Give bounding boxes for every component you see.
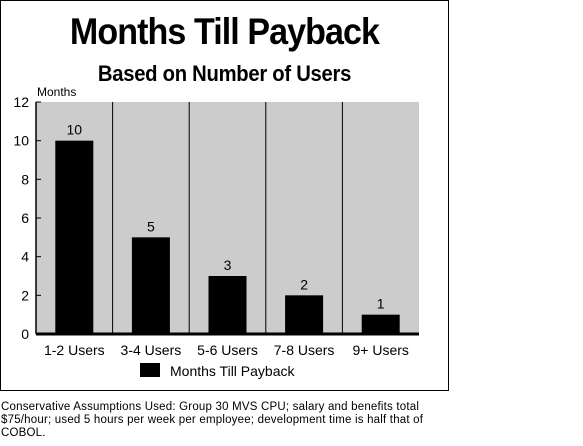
data-label: 5: [147, 218, 155, 234]
bar: [208, 276, 247, 334]
legend-label: Months Till Payback: [170, 363, 295, 379]
x-tick-label: 7-8 Users: [274, 342, 335, 358]
axes: [35, 101, 419, 336]
y-tick-label: 0: [21, 326, 29, 342]
data-label: 2: [300, 276, 308, 292]
y-tick-label: 4: [21, 249, 29, 265]
data-label: 1: [377, 296, 385, 312]
data-labels: 10 5 3 2 1: [67, 122, 385, 312]
chart-title: Months Till Payback: [69, 11, 380, 52]
chart-subtitle: Based on Number of Users: [97, 61, 352, 86]
legend-swatch: [140, 363, 160, 377]
x-tick-label: 9+ Users: [352, 342, 408, 358]
y-tick-label: 8: [21, 171, 29, 187]
y-tick-label: 10: [13, 133, 29, 149]
x-tick-label: 3-4 Users: [121, 342, 182, 358]
x-tick-label: 1-2 Users: [44, 342, 105, 358]
bar: [131, 237, 170, 334]
y-tick-label: 12: [13, 94, 29, 110]
legend: Months Till Payback: [140, 363, 295, 379]
y-tick-label: 6: [21, 210, 29, 226]
footnote: Conservative Assumptions Used: Group 30 …: [1, 401, 424, 439]
x-tick-labels: 1-2 Users 3-4 Users 5-6 Users 7-8 Users 9+ U…: [44, 342, 409, 358]
y-tick-label: 2: [21, 287, 29, 303]
gridlines: [112, 102, 343, 334]
y-tick-labels: 0 2 4 6 8 10 12: [13, 94, 29, 342]
bar: [285, 295, 324, 334]
y-axis-label: Months: [37, 85, 76, 99]
bar: [55, 140, 94, 334]
x-tick-label: 5-6 Users: [197, 342, 258, 358]
data-label: 3: [224, 257, 232, 273]
bars: [55, 140, 400, 334]
bar: [361, 314, 400, 334]
data-label: 10: [67, 122, 83, 138]
